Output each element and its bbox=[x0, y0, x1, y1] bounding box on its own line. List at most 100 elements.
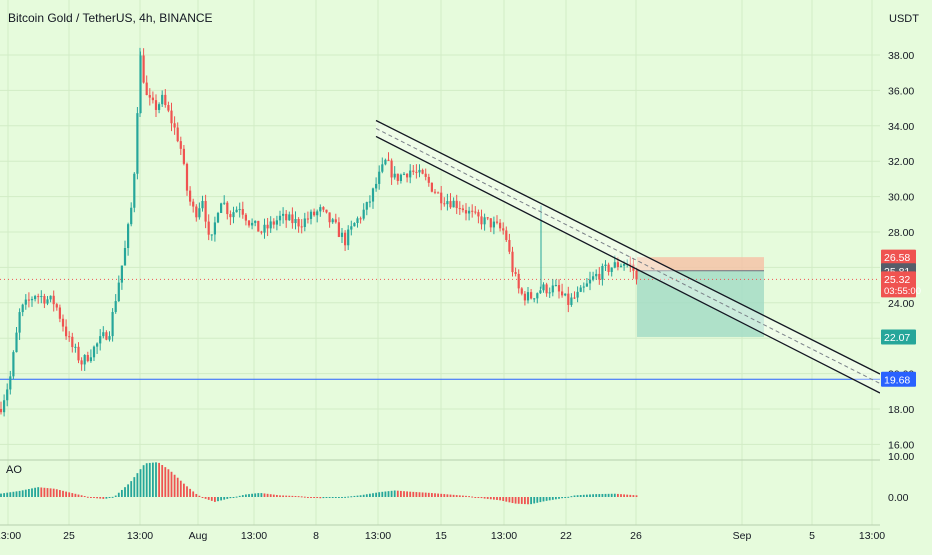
ao-bar-194 bbox=[601, 493, 604, 497]
ao-bar-136 bbox=[421, 492, 424, 497]
candle-body-65 bbox=[201, 200, 204, 209]
currency-label: USDT bbox=[889, 13, 919, 25]
ao-bar-26 bbox=[80, 495, 83, 497]
ao-bar-56 bbox=[173, 474, 176, 497]
ao-bar-45 bbox=[139, 469, 142, 497]
candle-body-164 bbox=[508, 240, 511, 252]
ao-bar-166 bbox=[514, 497, 517, 504]
ao-bar-134 bbox=[415, 492, 418, 497]
ao-bar-201 bbox=[623, 494, 625, 497]
ao-bar-87 bbox=[269, 494, 272, 497]
price-label-bg-3 bbox=[881, 329, 916, 345]
time-axis[interactable]: 13:00 25 13:00 Aug 13:00 8 13:00 15 13:00 22 26 Sep… bbox=[0, 524, 885, 542]
ao-bar-63 bbox=[195, 493, 198, 497]
candle-body-55 bbox=[170, 110, 173, 124]
ao-bar-170 bbox=[527, 497, 529, 505]
ao-bar-76 bbox=[235, 496, 238, 498]
candle-body-116 bbox=[359, 218, 362, 220]
ao-bar-2 bbox=[6, 492, 9, 497]
candle-body-183 bbox=[567, 293, 570, 305]
ao-bar-51 bbox=[158, 462, 160, 497]
candle-body-15 bbox=[46, 299, 49, 304]
ao-bar-22 bbox=[68, 492, 71, 497]
candle-body-88 bbox=[272, 221, 275, 225]
ao-bar-61 bbox=[189, 488, 191, 497]
ao-bar-17 bbox=[52, 488, 55, 497]
candle-body-7 bbox=[21, 304, 24, 313]
candle-body-156 bbox=[483, 217, 486, 225]
candle-body-112 bbox=[347, 229, 350, 246]
ao-bar-55 bbox=[170, 471, 173, 497]
candle-body-11 bbox=[34, 296, 37, 300]
candle-body-1 bbox=[3, 400, 6, 413]
candle-body-150 bbox=[464, 210, 468, 214]
ao-bar-93 bbox=[288, 495, 291, 497]
take-profit-zone[interactable] bbox=[637, 270, 764, 337]
position-tool[interactable] bbox=[637, 257, 764, 337]
ao-bar-53 bbox=[164, 467, 167, 497]
candle-body-5 bbox=[15, 332, 18, 353]
ao-bar-132 bbox=[409, 491, 412, 497]
candle-body-151 bbox=[468, 210, 471, 214]
candle-body-187 bbox=[579, 287, 582, 292]
ao-bar-145 bbox=[449, 494, 452, 497]
ao-bar-64 bbox=[198, 495, 201, 497]
candle-body-91 bbox=[282, 213, 285, 216]
ao-bar-38 bbox=[117, 492, 120, 497]
candle-body-22 bbox=[68, 336, 71, 338]
ao-bar-52 bbox=[161, 465, 164, 497]
ao-bar-124 bbox=[384, 491, 387, 497]
candle-body-162 bbox=[502, 228, 505, 231]
candle-body-163 bbox=[505, 230, 508, 241]
ao-bar-82 bbox=[254, 493, 257, 497]
ao-bar-141 bbox=[437, 493, 439, 497]
candle-body-173 bbox=[536, 293, 539, 299]
channel-lower-line[interactable] bbox=[375, 135, 881, 394]
candle-body-46 bbox=[142, 55, 145, 83]
time-tick-11: Sep bbox=[733, 530, 752, 542]
candle-body-129 bbox=[399, 174, 402, 181]
price-label-4: 19.68 bbox=[884, 374, 910, 386]
ao-bar-129 bbox=[400, 490, 402, 497]
candle-body-193 bbox=[598, 273, 601, 280]
ao-bar-186 bbox=[576, 495, 579, 497]
ao-bar-165 bbox=[511, 497, 514, 504]
candle-body-178 bbox=[551, 285, 554, 293]
ao-bar-18 bbox=[55, 489, 58, 497]
ao-bar-20 bbox=[62, 490, 64, 497]
ao-bar-86 bbox=[266, 493, 269, 497]
candle-body-144 bbox=[446, 201, 449, 205]
candle-body-47 bbox=[145, 82, 148, 96]
candle-body-98 bbox=[303, 218, 306, 228]
candle-body-52 bbox=[161, 94, 164, 105]
candle-body-138 bbox=[427, 176, 430, 183]
ao-bar-110 bbox=[341, 497, 343, 498]
descending-channel[interactable] bbox=[375, 119, 881, 394]
ao-bar-198 bbox=[613, 493, 616, 497]
ao-bar-169 bbox=[524, 497, 526, 505]
candle-body-92 bbox=[285, 213, 288, 221]
ao-bar-88 bbox=[272, 494, 275, 497]
candle-body-12 bbox=[37, 296, 40, 298]
ao-bar-12 bbox=[37, 487, 40, 497]
horizontal-levels[interactable] bbox=[0, 278, 880, 380]
ao-bar-24 bbox=[74, 493, 77, 497]
ao-bar-199 bbox=[617, 493, 619, 497]
candle-body-29 bbox=[89, 357, 92, 362]
candle-body-96 bbox=[297, 219, 300, 227]
countdown-label: 03:55:00 bbox=[884, 286, 921, 297]
channel-upper-line[interactable] bbox=[375, 119, 881, 375]
ao-bar-40 bbox=[124, 487, 126, 497]
candle-body-64 bbox=[198, 208, 201, 218]
candle-body-81 bbox=[251, 222, 254, 226]
ao-bar-189 bbox=[586, 494, 588, 497]
ao-bar-15 bbox=[46, 488, 49, 497]
candle-body-205 bbox=[635, 270, 638, 280]
candle-body-147 bbox=[455, 200, 458, 209]
ao-bar-14 bbox=[43, 487, 46, 497]
ao-bar-96 bbox=[297, 496, 300, 498]
candle-body-131 bbox=[406, 173, 409, 178]
ao-bar-131 bbox=[406, 491, 408, 497]
